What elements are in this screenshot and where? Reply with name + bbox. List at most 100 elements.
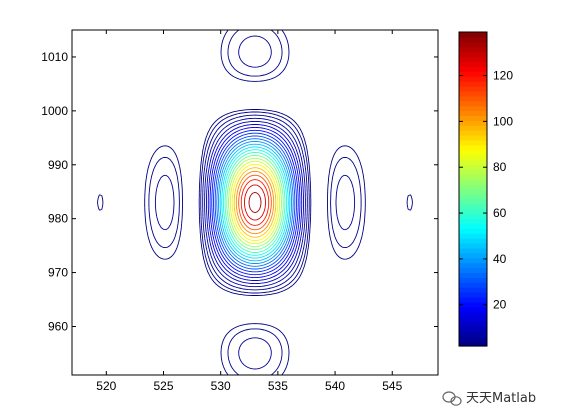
colorbar-segment (459, 95, 487, 102)
colorbar-segment (459, 296, 487, 303)
colorbar-segment (459, 189, 487, 195)
colorbar-frame (458, 31, 488, 347)
contour-level-17 (226, 154, 284, 251)
contour-level-4 (204, 117, 306, 288)
contour-level-12 (218, 141, 292, 264)
y-tick-label: 1000 (41, 104, 68, 118)
colorbar-segment (459, 105, 487, 112)
y-tick-label: 980 (48, 212, 68, 226)
colorbar-segment (459, 331, 487, 337)
colorbar-segment (459, 46, 487, 53)
colorbar-segment (459, 341, 487, 347)
colorbar-segment (459, 144, 487, 151)
x-tick-label: 520 (96, 379, 116, 393)
contour-level-18 (228, 157, 282, 248)
colorbar-segment (459, 139, 487, 146)
colorbar-segment (459, 213, 487, 220)
wechat-logo-icon (442, 391, 462, 406)
colorbar-segment (459, 247, 487, 254)
colorbar-segment (459, 154, 487, 161)
colorbar-segment (459, 242, 487, 249)
colorbar-segment (459, 238, 487, 244)
x-tick-label: 540 (325, 379, 345, 393)
colorbar-segment (459, 56, 487, 63)
colorbar-segment (459, 208, 487, 215)
colorbar-segment (459, 252, 487, 259)
colorbar-segment (459, 81, 487, 87)
colorbar-segment (459, 179, 487, 185)
colorbar-segment (459, 193, 487, 200)
contour-level-26 (248, 191, 262, 214)
colorbar-segment (459, 130, 487, 136)
colorbar-axis: 20 40 60 80 100 120 (459, 69, 513, 312)
contour-level-14 (221, 146, 289, 259)
colorbar-segment (459, 149, 487, 156)
x-tick-label: 530 (211, 379, 231, 393)
colorbar-segment (459, 164, 487, 170)
contour-level-21 (233, 167, 277, 238)
contour-level-6 (207, 124, 303, 281)
colorbar-segment (459, 316, 487, 323)
colorbar-segment (459, 282, 487, 288)
colorbar-tick-label: 120 (493, 69, 513, 83)
colorbar-segment (459, 76, 487, 82)
colorbar-segment (459, 301, 487, 308)
colorbar-segment (459, 198, 487, 205)
colorbar-segment (459, 292, 487, 298)
contour-level-3 (154, 35, 356, 370)
contour-level-11 (216, 138, 294, 267)
colorbar-segment (459, 203, 487, 210)
contour-level-16 (224, 152, 286, 253)
colorbar-segment (459, 262, 487, 269)
colorbar-segment (459, 36, 487, 43)
colorbar-segment (459, 218, 487, 224)
contour-level-2 (148, 30, 362, 375)
colorbar-segment (459, 135, 487, 141)
colorbar-segment (459, 174, 487, 180)
colorbar-segment (459, 125, 487, 131)
colorbar-segment (459, 233, 487, 239)
contour-lines (97, 30, 413, 375)
contour-level-8 (211, 129, 299, 276)
contour-level-23 (238, 174, 272, 231)
colorbar-segment (459, 257, 487, 264)
colorbar-segment (459, 90, 487, 97)
colorbar-segment (459, 71, 487, 77)
colorbar-segment (459, 100, 487, 107)
colorbar (458, 31, 488, 347)
colorbar-segment (459, 306, 487, 313)
y-tick-label: 970 (48, 266, 68, 280)
colorbar-segment (459, 223, 487, 229)
x-tick-label: 545 (382, 379, 402, 393)
contour-level-22 (235, 170, 275, 235)
colorbar-segment (459, 85, 487, 92)
y-tick-label: 1010 (41, 50, 68, 64)
colorbar-segment (459, 41, 487, 48)
x-tick-label: 535 (268, 379, 288, 393)
plot-area (72, 30, 438, 375)
colorbar-segment (459, 326, 487, 332)
colorbar-segment (459, 272, 487, 278)
x-axis: 520 525 530 535 540 545 (96, 30, 403, 393)
colorbar-tick-label: 20 (493, 298, 507, 312)
colorbar-tick-label: 60 (493, 206, 507, 220)
colorbar-segment (459, 61, 487, 67)
colorbar-segment (459, 184, 487, 190)
colorbar-segment (459, 115, 487, 121)
y-axis: 960 970 980 990 1000 1010 (41, 50, 438, 333)
colorbar-tick-label: 100 (493, 114, 513, 128)
contour-level-9 (213, 132, 297, 273)
colorbar-segment (459, 228, 487, 234)
plot-frame (71, 29, 439, 376)
contour-level-24 (240, 179, 270, 226)
colorbar-segment (459, 336, 487, 342)
contour-level-5 (206, 120, 304, 285)
colorbar-segment (459, 311, 487, 318)
colorbar-tick-label: 40 (493, 252, 507, 266)
colorbar-segment (459, 267, 487, 274)
colorbar-segment (459, 169, 487, 175)
colorbar-segment (459, 159, 487, 166)
contour-level-25 (244, 184, 266, 221)
colorbar-segment (459, 32, 487, 38)
